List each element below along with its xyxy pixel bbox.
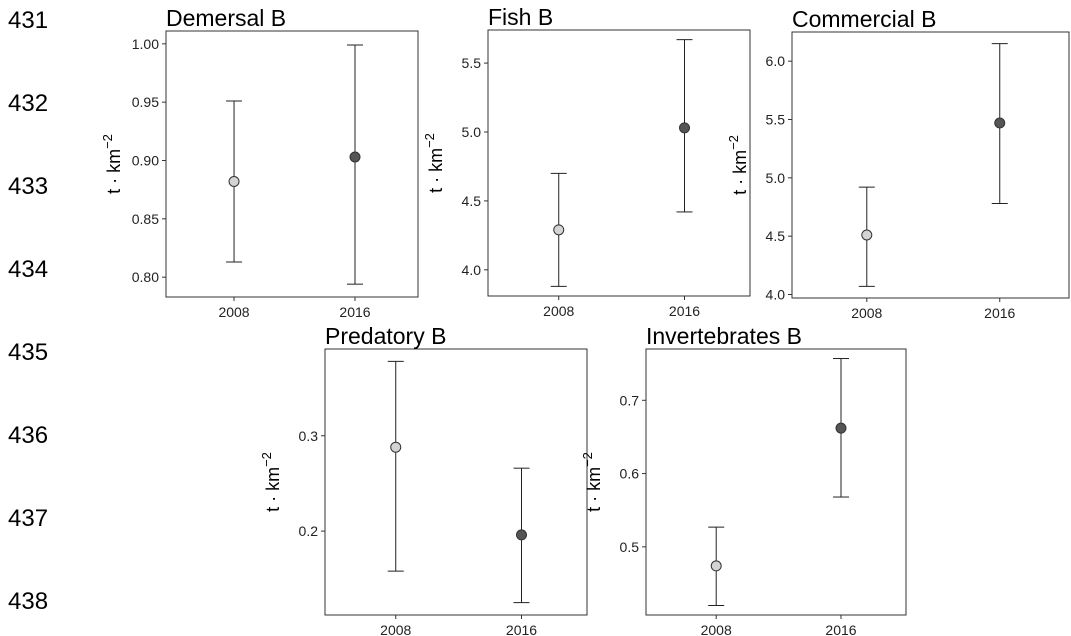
x-tick-label: 2016 <box>506 622 537 636</box>
data-point <box>349 151 361 163</box>
y-tick-label: 1.00 <box>132 36 159 52</box>
y-axis-label: t · km−2 <box>422 133 446 193</box>
y-tick-label: 4.0 <box>462 262 482 278</box>
y-tick-label: 0.85 <box>132 211 159 227</box>
data-point <box>390 441 402 453</box>
y-axis-label: t · km−2 <box>259 452 283 512</box>
chart-panel: Fish B 5.5 5.0 4.5 4.0 2008 2016 t · km−2 <box>422 4 751 319</box>
y-axis-label: t · km−2 <box>100 134 124 194</box>
line-number: 438 <box>8 588 49 615</box>
y-tick-label: 0.3 <box>299 428 319 444</box>
y-tick-label: 0.90 <box>132 153 159 169</box>
y-tick-label: 0.80 <box>132 269 159 285</box>
x-tick-label: 2008 <box>218 304 249 320</box>
plot-frame <box>791 31 1070 299</box>
plot-frame <box>645 348 907 616</box>
y-tick-label: 4.0 <box>766 287 786 303</box>
chart-title: Commercial B <box>792 6 936 32</box>
line-number: 437 <box>8 505 49 532</box>
chart-panel: Predatory B 0.3 0.2 2008 2016 t · km−2 <box>259 323 588 636</box>
chart-title: Predatory B <box>325 323 446 349</box>
chart-panel: Demersal B 1.00 0.95 0.90 0.85 0.80 2008 2016 t … <box>100 5 419 320</box>
x-tick-label: 2008 <box>701 622 732 636</box>
y-tick-label: 0.6 <box>620 466 640 482</box>
line-number: 431 <box>8 7 49 34</box>
y-tick-label: 0.95 <box>132 94 159 110</box>
plot-frame <box>165 30 419 298</box>
data-point <box>516 529 527 541</box>
x-tick-label: 2008 <box>380 622 411 636</box>
chart-title: Invertebrates B <box>646 323 802 349</box>
y-tick-label: 5.0 <box>766 170 786 186</box>
y-tick-label: 6.0 <box>766 53 786 69</box>
line-number: 432 <box>8 90 49 117</box>
line-number: 433 <box>8 173 49 200</box>
x-tick-label: 2008 <box>543 303 574 319</box>
y-tick-label: 5.0 <box>462 124 482 140</box>
y-axis-label: t · km−2 <box>580 452 604 512</box>
line-number: 436 <box>8 422 49 449</box>
data-point <box>994 117 1006 129</box>
y-tick-label: 0.2 <box>299 523 319 539</box>
y-axis-label: t · km−2 <box>726 135 750 195</box>
data-point <box>228 176 240 187</box>
data-point <box>710 560 722 572</box>
y-tick-label: 5.5 <box>766 112 786 128</box>
chart-title: Demersal B <box>166 5 286 31</box>
data-point <box>553 224 565 236</box>
chart-panel: Commercial B 6.0 5.5 5.0 4.5 4.0 2008 2016 t · k… <box>726 6 1070 321</box>
chart-title: Fish B <box>488 4 553 30</box>
data-point <box>679 122 690 134</box>
line-number: 435 <box>8 339 49 366</box>
line-number: 434 <box>8 256 49 283</box>
data-point <box>835 422 847 434</box>
y-tick-label: 4.5 <box>766 228 786 244</box>
y-tick-label: 5.5 <box>462 55 482 71</box>
plot-frame <box>487 29 751 297</box>
plot-frame <box>324 348 588 616</box>
x-tick-label: 2016 <box>825 622 856 636</box>
y-tick-label: 0.5 <box>620 539 640 555</box>
x-tick-label: 2016 <box>669 303 700 319</box>
x-tick-label: 2008 <box>851 305 882 321</box>
data-point <box>861 229 873 241</box>
chart-panel: Invertebrates B 0.7 0.6 0.5 2008 2016 t · km−2 <box>580 323 907 636</box>
x-tick-label: 2016 <box>984 305 1015 321</box>
y-tick-label: 4.5 <box>462 193 482 209</box>
y-tick-label: 0.7 <box>620 392 640 408</box>
x-tick-label: 2016 <box>339 304 370 320</box>
